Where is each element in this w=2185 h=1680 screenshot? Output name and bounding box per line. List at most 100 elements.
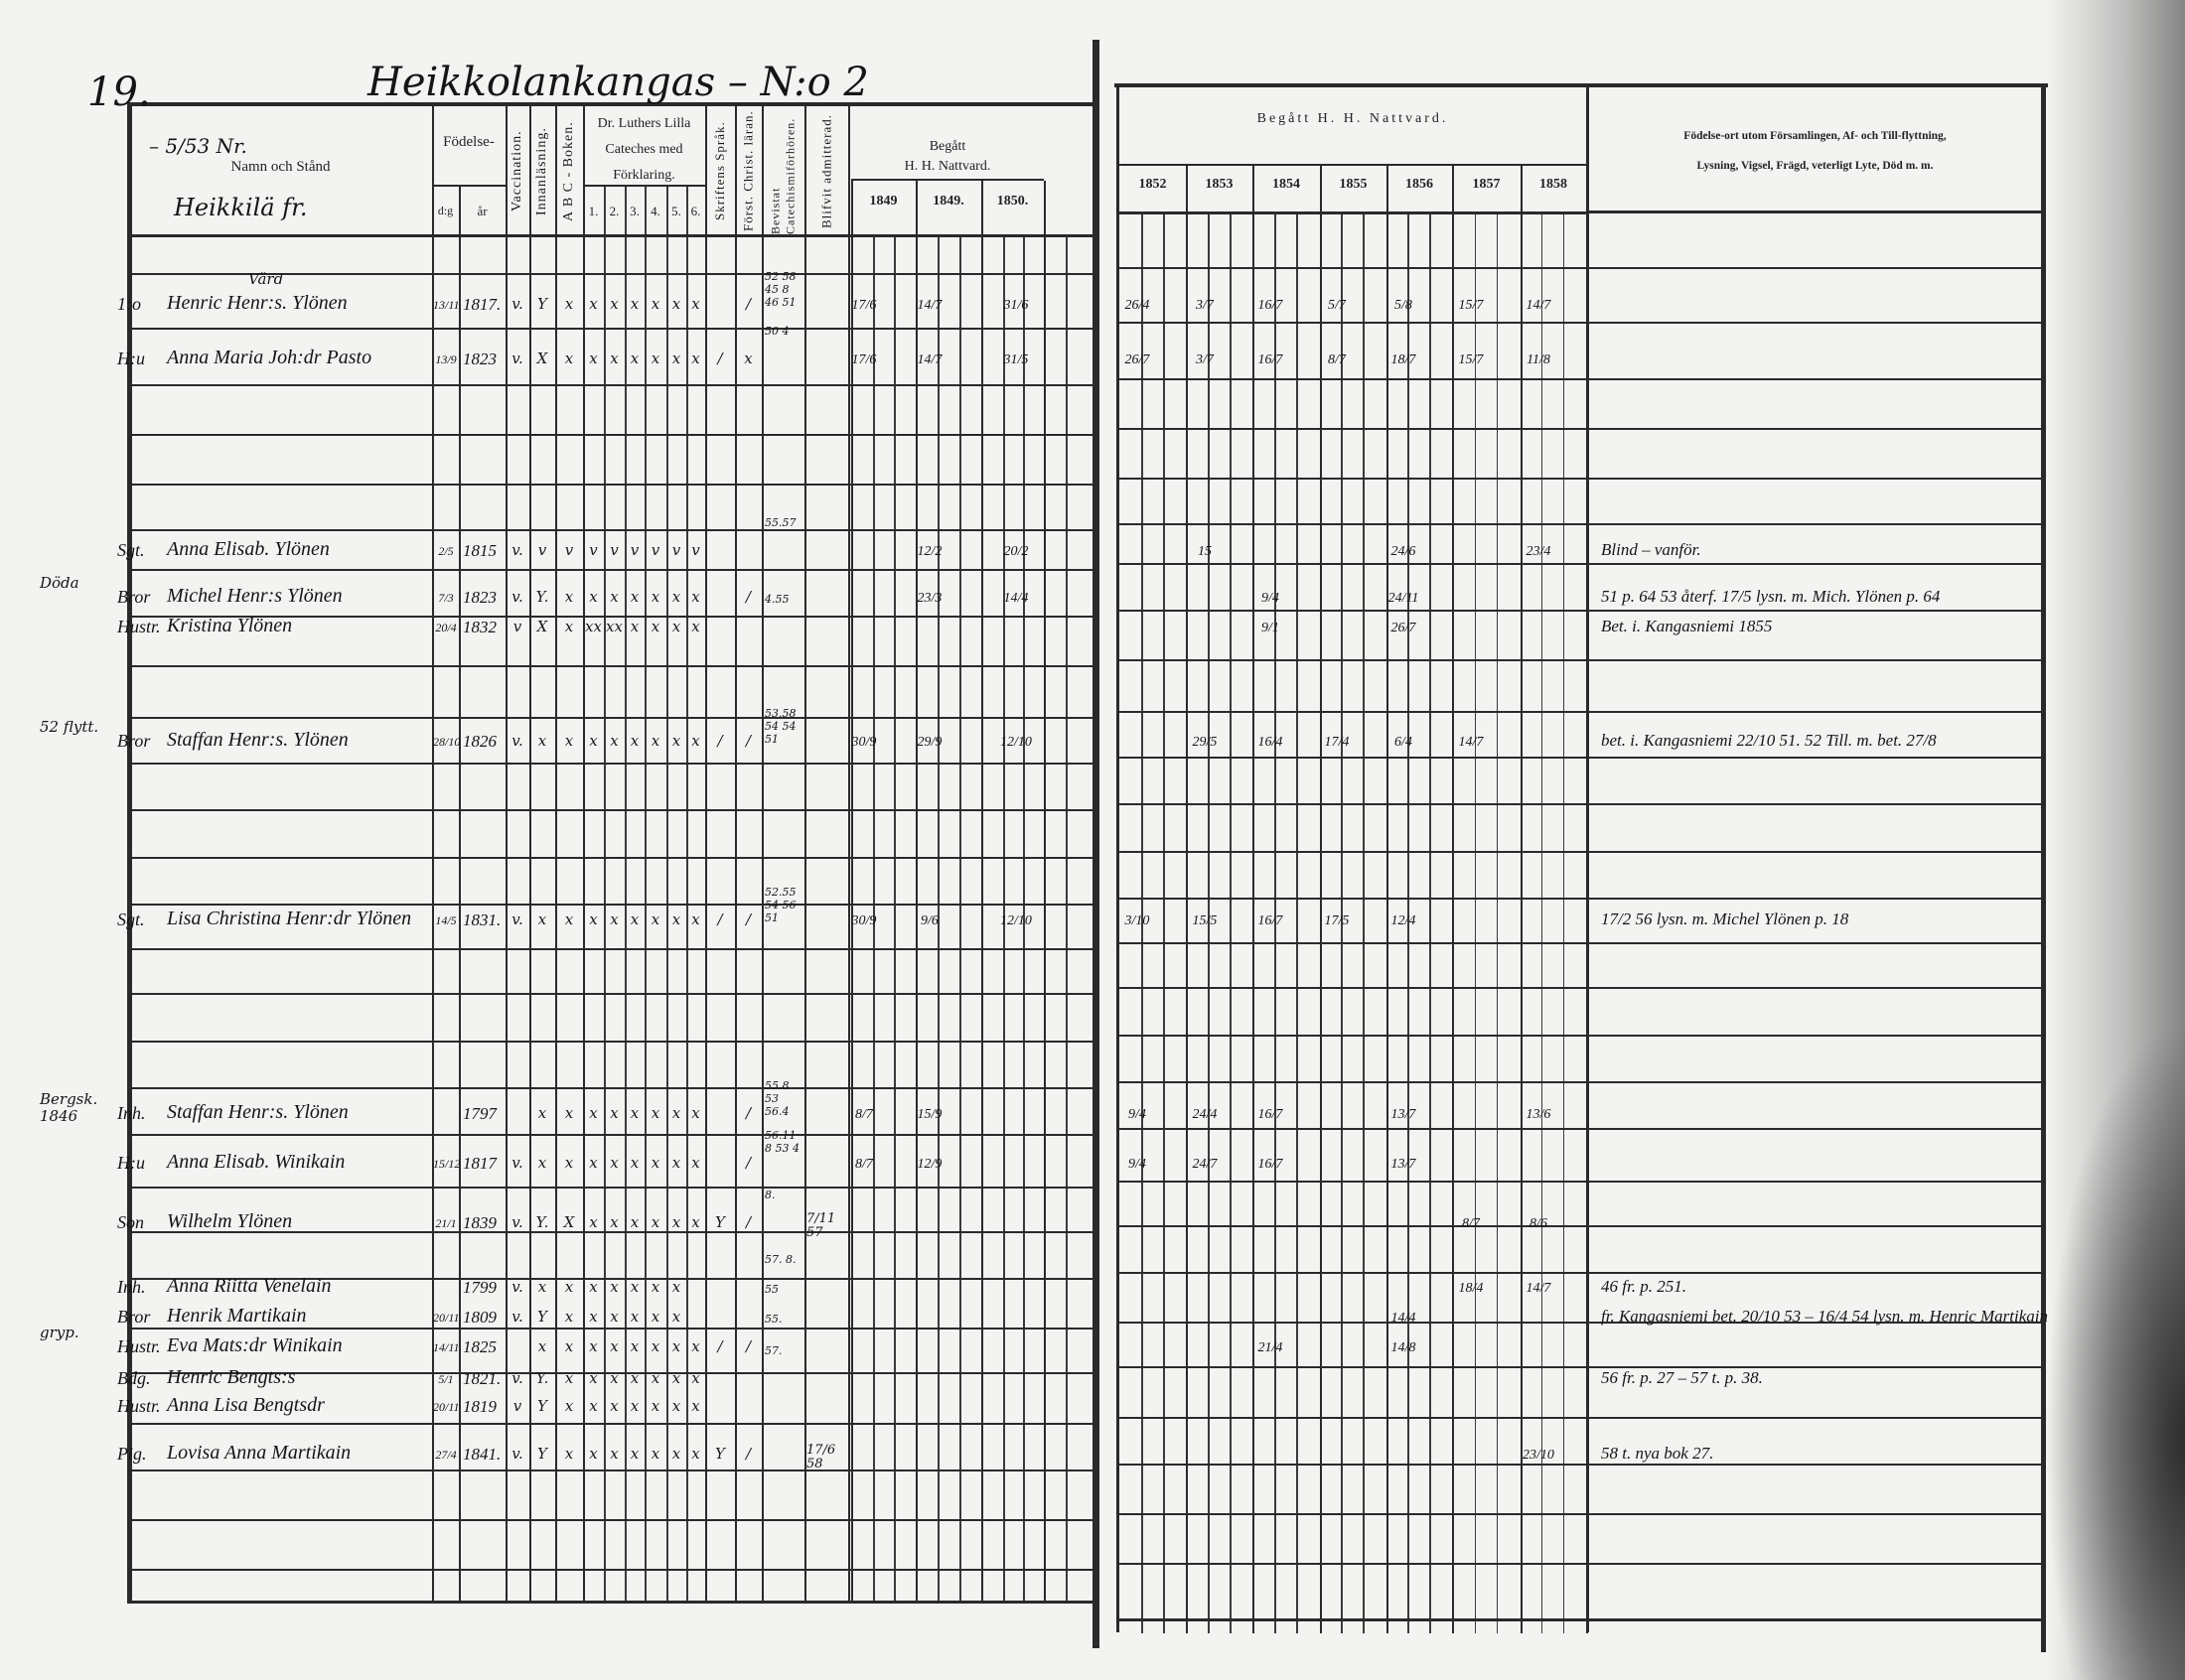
scripture-header: Skriftens Språk.	[712, 121, 727, 220]
catechism-mark: x	[537, 732, 547, 750]
row-rule	[129, 1041, 1094, 1043]
row-rule	[1116, 987, 2044, 989]
birth-year: 1825	[463, 1337, 497, 1356]
communion-line-2: H. H. Nattvard.	[904, 159, 991, 174]
catechism-mark: x	[610, 732, 619, 750]
luther-subdivider	[604, 187, 606, 1602]
catechism-mark: x	[564, 1337, 574, 1355]
page-gutter	[1092, 40, 1099, 1648]
communion-date: 26/7	[1390, 621, 1416, 635]
catechism-mark: x	[651, 1369, 660, 1387]
catechism-mark: x	[630, 1104, 640, 1122]
remarks-left-border	[1586, 83, 1589, 1632]
catechism-mark: X	[536, 618, 548, 635]
birth-day: 20/11	[433, 1400, 460, 1414]
catechism-mark: x	[610, 1445, 619, 1463]
catechism-mark: x	[537, 1278, 547, 1296]
person-title: H:u	[117, 1153, 145, 1173]
row-rule	[129, 857, 1094, 859]
catechism-mark: /	[717, 1337, 723, 1355]
remarks-line-1: Födelse-ort utom Församlingen, Af- och T…	[1683, 130, 1947, 142]
year-subdivider	[1429, 213, 1431, 1633]
catechism-mark: /	[745, 295, 752, 313]
luther-part-4: 4.	[651, 204, 660, 218]
year-header: 1849	[869, 194, 898, 209]
catechism-mark: v	[589, 541, 598, 559]
year-header: 1856	[1405, 177, 1433, 192]
catechism-mark: x	[564, 1154, 574, 1172]
year-subdivider	[959, 236, 961, 1602]
year-subdivider	[1066, 236, 1068, 1602]
catechism-mark: v	[512, 618, 522, 635]
remarks-header: Födelse-ort utom Församlingen, Af- och T…	[1589, 121, 2041, 181]
person-title: Son	[117, 1212, 144, 1232]
communion-date: 14/7	[917, 298, 943, 313]
catechism-mark: v.	[511, 1308, 523, 1326]
birth-header: Födelse-	[443, 134, 495, 150]
row-rule	[1116, 1225, 2044, 1227]
row-rule	[129, 384, 1094, 386]
catechism-hearing-header: Bevistat Catechismiförhören.	[768, 117, 798, 234]
communion-date: 21/4	[1257, 1340, 1283, 1355]
person-title: Inh.	[117, 1103, 146, 1123]
row-rule	[129, 569, 1094, 571]
right-border	[2041, 83, 2046, 1652]
row-rule	[129, 717, 1094, 719]
years-subheader-rule	[1119, 164, 1586, 166]
birth-day-header: d:g	[437, 204, 454, 217]
margin-note: Döda	[40, 574, 79, 592]
birth-year: 1841.	[463, 1445, 502, 1464]
birth-year: 1819	[463, 1397, 497, 1416]
birth-subdivider	[459, 187, 461, 1602]
communion-date: 14/4	[1390, 1311, 1416, 1326]
communion-date: 3/7	[1196, 352, 1214, 367]
year-subdivider	[894, 236, 896, 1602]
remark-note: Blind – vanför.	[1601, 540, 1701, 559]
catechism-hearings: 53.58 54 54 51	[765, 707, 797, 746]
year-subdivider	[1208, 213, 1210, 1633]
row-rule	[129, 1328, 1094, 1330]
communion-date: 14/7	[1458, 735, 1484, 750]
margin-note: 52 flytt.	[40, 718, 99, 736]
catechism-mark: x	[630, 1213, 640, 1231]
remark-note: bet. i. Kangasniemi 22/10 51. 52 Till. m…	[1601, 731, 1937, 750]
catechism-mark: x	[671, 350, 681, 367]
person-name: Staffan Henr:s. Ylönen	[167, 729, 349, 751]
person-title: H:u	[117, 349, 145, 368]
catechism-hearings: 55.57	[765, 516, 797, 529]
person-title: Hustr.	[117, 617, 161, 636]
catechism-mark: x	[651, 1445, 660, 1463]
catechism-hearings: 55	[765, 1283, 779, 1296]
row-rule	[1116, 1272, 2044, 1274]
catechism-mark: /	[745, 1337, 752, 1355]
reference-number: – 5/53 Nr.	[149, 134, 247, 158]
row-rule	[1116, 942, 2044, 944]
person-title: Bror	[117, 587, 151, 607]
catechism-mark: Y.	[535, 588, 549, 606]
row-rule	[1116, 1081, 2044, 1083]
luther-subdivider	[645, 187, 647, 1602]
row-rule	[129, 1423, 1094, 1425]
catechism-mark: x	[651, 732, 660, 750]
catechism-hearings: 57. 8.	[765, 1253, 797, 1266]
remark-note: 58 t. nya bok 27.	[1601, 1444, 1714, 1463]
birth-year-header: år	[477, 204, 488, 218]
luther-line-3: Förklaring.	[613, 168, 675, 183]
luther-catechism-header: Dr. Luthers Lilla Cateches med Förklarin…	[583, 111, 705, 189]
person-name: Anna Lisa Bengtsdr	[167, 1394, 325, 1416]
year-subdivider	[1230, 213, 1232, 1633]
birth-year: 1809	[463, 1308, 497, 1327]
birth-year: 1823	[463, 588, 497, 607]
catechism-mark: x	[630, 1369, 640, 1387]
row-rule	[1116, 563, 2044, 565]
communion-date: 29/9	[917, 735, 943, 750]
catechism-mark: x	[671, 618, 681, 635]
catechism-mark: x	[671, 1337, 681, 1355]
catechism-mark: x	[610, 295, 619, 313]
catechism-mark: /	[745, 1104, 752, 1122]
row-rule	[129, 273, 1094, 275]
name-subheading: Heikkilä fr.	[174, 194, 308, 221]
communion-date: 16/4	[1257, 735, 1283, 750]
communion-date: 18/4	[1458, 1281, 1484, 1296]
remark-note: fr. Kangasniemi bet. 20/10 53 – 16/4 54 …	[1601, 1307, 2049, 1326]
